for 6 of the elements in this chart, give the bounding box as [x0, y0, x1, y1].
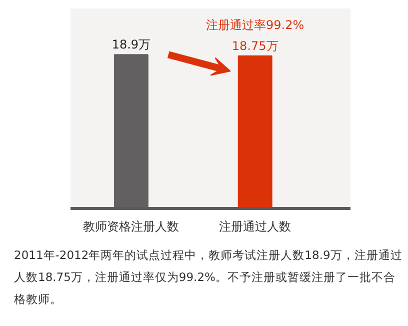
data-label: 18.9万: [112, 38, 151, 52]
data-label: 18.75万: [232, 38, 278, 53]
text: 2011年-2012年两年的试点过程中，教师考试注册人数18.9万，注册通过人数18.75万，注册通过率仅为99.2%。不予注册或暂缓注册了一批不合格教师。: [14, 247, 404, 308]
text: 注册通过率99.2%: [206, 18, 304, 32]
x-tick-label: 教师资格注册人数: [83, 220, 180, 234]
x-tick-label: 注册通过人数: [219, 220, 292, 234]
